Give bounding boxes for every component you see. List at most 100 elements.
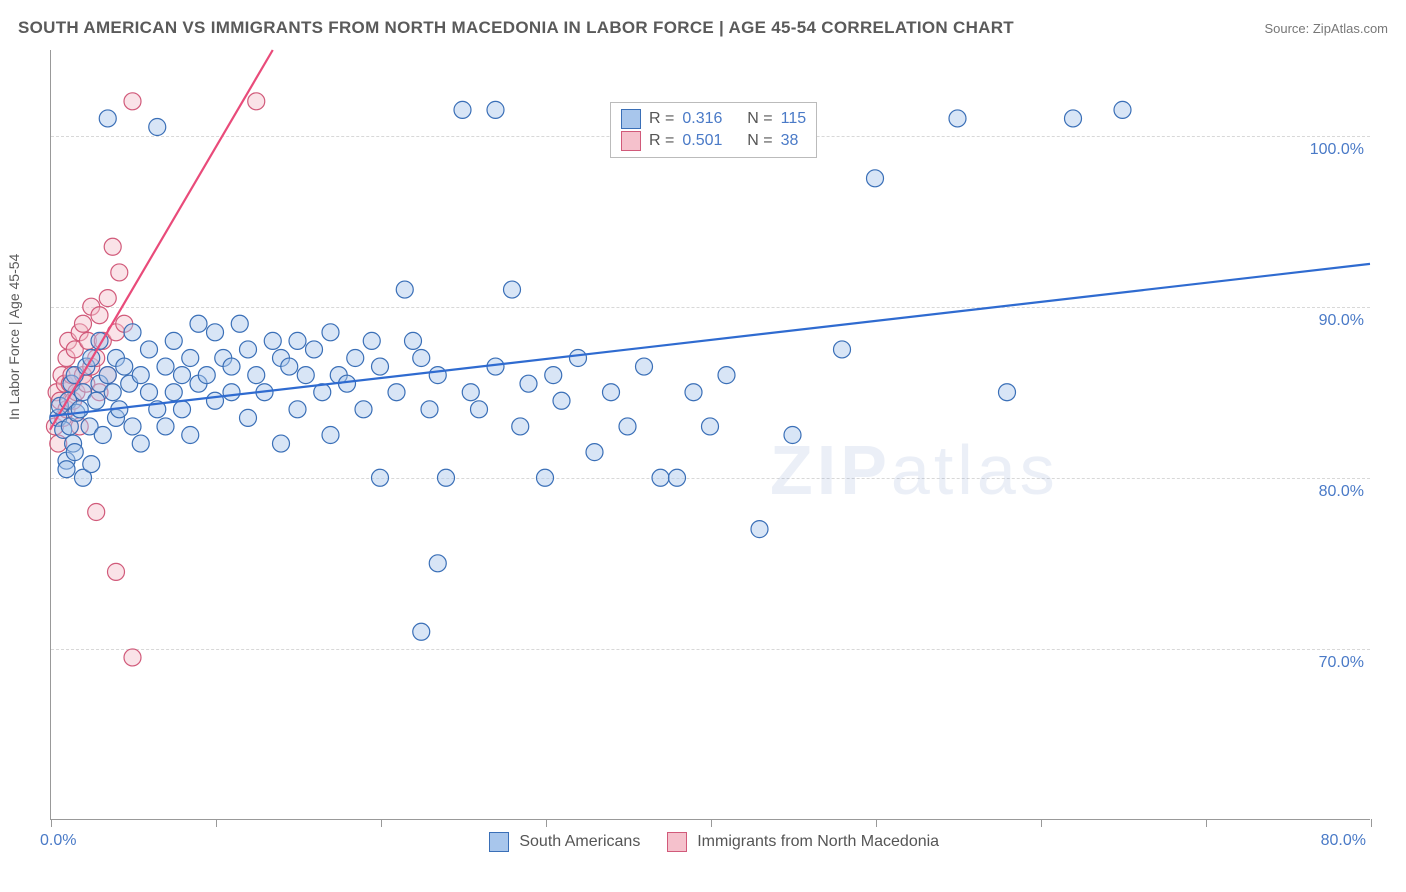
data-point: [174, 367, 191, 384]
r-value-pink: 0.501: [682, 132, 722, 150]
data-point: [413, 623, 430, 640]
data-point: [207, 392, 224, 409]
data-point: [1114, 101, 1131, 118]
data-point: [388, 384, 405, 401]
data-point: [355, 401, 372, 418]
data-point: [347, 350, 364, 367]
data-point: [421, 401, 438, 418]
data-point: [141, 384, 158, 401]
x-tick: [1371, 819, 1372, 827]
data-point: [71, 401, 88, 418]
data-point: [273, 435, 290, 452]
data-point: [104, 238, 121, 255]
data-point: [88, 504, 105, 521]
data-point: [520, 375, 537, 392]
data-point: [372, 469, 389, 486]
data-point: [619, 418, 636, 435]
data-point: [652, 469, 669, 486]
data-point: [306, 341, 323, 358]
y-axis-title: In Labor Force | Age 45-54: [6, 254, 22, 420]
data-point: [867, 170, 884, 187]
r-value-blue: 0.316: [682, 110, 722, 128]
plot-area: 70.0%80.0%90.0%100.0% ZIPatlas R = 0.316…: [50, 50, 1370, 820]
data-point: [322, 427, 339, 444]
legend-label-pink: Immigrants from North Macedonia: [697, 833, 939, 850]
data-point: [149, 119, 166, 136]
data-point: [75, 315, 92, 332]
data-point: [165, 332, 182, 349]
n-label: N =: [747, 110, 772, 128]
data-point: [240, 341, 257, 358]
data-point: [702, 418, 719, 435]
data-point: [784, 427, 801, 444]
data-point: [198, 367, 215, 384]
n-label: N =: [747, 132, 772, 150]
data-point: [240, 409, 257, 426]
data-point: [111, 264, 128, 281]
data-point: [231, 315, 248, 332]
x-tick: [711, 819, 712, 827]
data-point: [157, 358, 174, 375]
data-point: [99, 290, 116, 307]
data-point: [949, 110, 966, 127]
data-point: [545, 367, 562, 384]
r-label: R =: [649, 110, 674, 128]
data-point: [999, 384, 1016, 401]
x-tick: [1041, 819, 1042, 827]
source-label: Source: ZipAtlas.com: [1264, 21, 1388, 36]
n-value-pink: 38: [781, 132, 799, 150]
data-point: [462, 384, 479, 401]
data-point: [751, 521, 768, 538]
data-point: [58, 461, 75, 478]
data-point: [248, 367, 265, 384]
data-point: [99, 367, 116, 384]
data-point: [289, 332, 306, 349]
data-point: [104, 384, 121, 401]
data-point: [669, 469, 686, 486]
data-point: [66, 444, 83, 461]
data-point: [718, 367, 735, 384]
x-tick: [1206, 819, 1207, 827]
data-point: [454, 101, 471, 118]
data-point: [182, 350, 199, 367]
data-point: [487, 101, 504, 118]
data-point: [124, 649, 141, 666]
data-point: [108, 563, 125, 580]
data-point: [207, 324, 224, 341]
data-point: [372, 358, 389, 375]
legend-swatch-blue: [489, 832, 509, 852]
data-point: [116, 358, 133, 375]
data-point: [834, 341, 851, 358]
legend-swatch-pink: [667, 832, 687, 852]
data-point: [281, 358, 298, 375]
data-point: [83, 456, 100, 473]
data-point: [586, 444, 603, 461]
x-tick: [876, 819, 877, 827]
data-point: [512, 418, 529, 435]
data-point: [132, 367, 149, 384]
data-point: [124, 324, 141, 341]
data-point: [248, 93, 265, 110]
data-point: [363, 332, 380, 349]
x-tick: [51, 819, 52, 827]
data-point: [1065, 110, 1082, 127]
data-point: [553, 392, 570, 409]
regression-line: [50, 264, 1370, 416]
data-point: [603, 384, 620, 401]
data-point: [91, 307, 108, 324]
x-tick: [216, 819, 217, 827]
data-point: [174, 401, 191, 418]
data-point: [471, 401, 488, 418]
data-point: [504, 281, 521, 298]
legend-correlation-box: R = 0.316 N = 115 R = 0.501 N = 38: [610, 102, 817, 158]
data-point: [570, 350, 587, 367]
data-point: [438, 469, 455, 486]
data-point: [413, 350, 430, 367]
data-point: [297, 367, 314, 384]
data-point: [165, 384, 182, 401]
legend-swatch-pink: [621, 131, 641, 151]
data-point: [157, 418, 174, 435]
data-point: [141, 341, 158, 358]
data-point: [636, 358, 653, 375]
data-point: [223, 358, 240, 375]
